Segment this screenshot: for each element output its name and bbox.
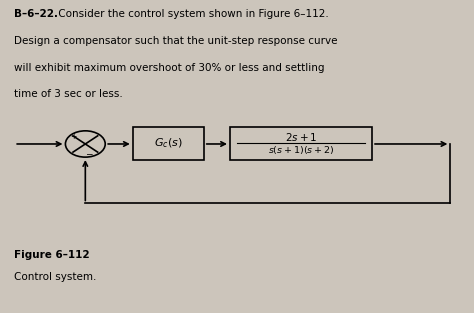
Text: B–6–22.: B–6–22.: [14, 9, 58, 19]
Text: time of 3 sec or less.: time of 3 sec or less.: [14, 89, 123, 99]
Text: Design a compensator such that the unit-step response curve: Design a compensator such that the unit-…: [14, 36, 337, 46]
Text: $G_c(s)$: $G_c(s)$: [154, 136, 182, 150]
Text: will exhibit maximum overshoot of 30% or less and settling: will exhibit maximum overshoot of 30% or…: [14, 63, 325, 73]
Text: −: −: [84, 149, 92, 158]
Text: +: +: [70, 132, 76, 141]
Bar: [230, 127, 372, 160]
Text: Figure 6–112: Figure 6–112: [14, 250, 90, 260]
Bar: [133, 127, 204, 160]
Text: $2s+1$: $2s+1$: [285, 131, 317, 143]
Text: Control system.: Control system.: [14, 272, 97, 282]
Text: $s(s+1)(s+2)$: $s(s+1)(s+2)$: [268, 144, 334, 156]
Text: Consider the control system shown in Figure 6–112.: Consider the control system shown in Fig…: [55, 9, 328, 19]
